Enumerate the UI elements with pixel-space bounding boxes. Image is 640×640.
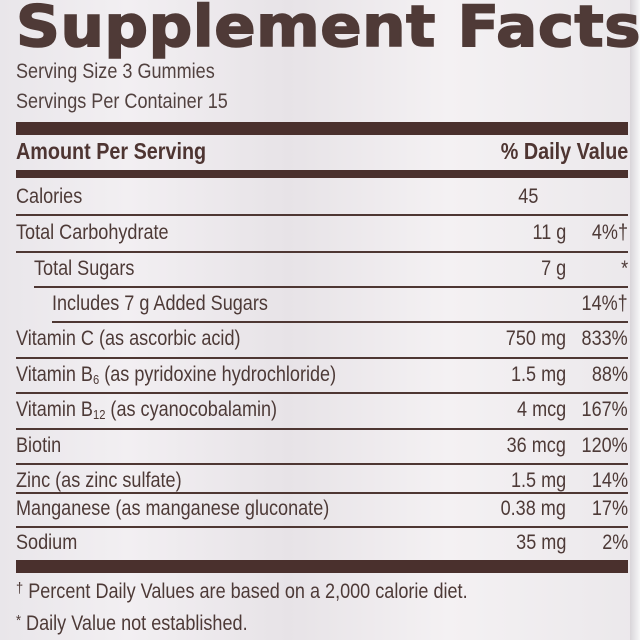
nutrient-row-vitamin-c: Vitamin C (as ascorbic acid) 750 mg 833%: [16, 322, 628, 356]
nutrient-amount: 11 g: [532, 221, 566, 244]
nutrient-name: Zinc (as zinc sulfate): [16, 469, 182, 492]
nutrient-dv: 14%†: [581, 292, 628, 315]
servings-per-container: Servings Per Container 15: [16, 90, 228, 113]
nutrient-amount: 1.5 mg: [510, 469, 566, 492]
nutrient-dv: 88%: [591, 363, 628, 386]
nutrient-amount: 35 mg: [515, 531, 566, 554]
row-divider: [16, 357, 628, 359]
nutrient-name: Vitamin B12 (as cyanocobalamin): [16, 398, 278, 422]
nutrient-name: Total Carbohydrate: [16, 221, 169, 244]
row-divider: [52, 321, 628, 323]
row-divider: [16, 392, 628, 394]
nutrient-amount: 1.5 mg: [510, 363, 566, 386]
nutrient-row-zinc: Zinc (as zinc sulfate) 1.5 mg 14%: [16, 464, 628, 498]
nutrient-amount: 36 mcg: [506, 434, 566, 457]
row-divider: [16, 463, 628, 465]
footnote-dagger: † Percent Daily Values are based on a 2,…: [16, 580, 468, 604]
nutrient-amount: 0.38 mg: [500, 497, 566, 520]
nutrient-amount: 7 g: [540, 257, 566, 280]
row-divider: [16, 214, 628, 216]
nutrient-row-manganese: Manganese (as manganese gluconate) 0.38 …: [16, 492, 628, 526]
nutrient-row-vitamin-b12: Vitamin B12 (as cyanocobalamin) 4 mcg 16…: [16, 393, 628, 427]
footnote-star-text: Daily Value not established.: [26, 612, 248, 635]
nutrient-name: Includes 7 g Added Sugars: [52, 292, 268, 315]
nutrient-row-total-carbohydrate: Total Carbohydrate 11 g 4%†: [16, 216, 628, 250]
nutrient-dv: 120%: [581, 434, 628, 457]
nutrient-name: Calories: [16, 185, 83, 208]
header-amount-per-serving: Amount Per Serving: [16, 138, 207, 164]
footnote-dagger-text: Percent Daily Values are based on a 2,00…: [28, 580, 468, 603]
star-mark: *: [16, 612, 22, 629]
serving-size: Serving Size 3 Gummies: [16, 60, 215, 83]
nutrient-name: Vitamin C (as ascorbic acid): [16, 327, 241, 350]
nutrient-name: Vitamin B6 (as pyridoxine hydrochloride): [16, 363, 337, 387]
nutrient-row-biotin: Biotin 36 mcg 120%: [16, 429, 628, 463]
row-divider: [16, 526, 628, 528]
nutrient-row-total-sugars: Total Sugars 7 g *: [16, 252, 628, 286]
row-divider: [16, 251, 628, 253]
nutrient-name: Biotin: [16, 434, 62, 457]
nutrient-dv: 167%: [581, 398, 628, 421]
nutrient-row-vitamin-b6: Vitamin B6 (as pyridoxine hydrochloride)…: [16, 358, 628, 392]
row-divider: [34, 286, 628, 288]
panel-title: Supplement Facts: [15, 0, 640, 61]
nutrient-dv: 833%: [581, 327, 628, 350]
dagger-mark: †: [16, 580, 24, 597]
nutrient-amount: 45: [517, 185, 538, 208]
nutrient-dv: 14%: [591, 469, 628, 492]
supplement-facts-panel: Supplement Facts Serving Size 3 Gummies …: [14, 0, 640, 640]
nutrient-dv: 4%†: [591, 221, 628, 244]
nutrient-name: Manganese (as manganese gluconate): [16, 497, 330, 520]
row-divider: [16, 492, 628, 494]
nutrient-row-added-sugars: Includes 7 g Added Sugars 14%†: [16, 287, 628, 321]
nutrient-dv: *: [620, 257, 628, 280]
divider-header: [16, 170, 628, 178]
nutrient-name: Total Sugars: [34, 257, 135, 280]
divider-thick-top: [16, 122, 628, 135]
nutrient-amount: 4 mcg: [516, 398, 566, 421]
nutrient-row-calories: Calories 45: [16, 180, 628, 214]
nutrient-dv: 17%: [591, 497, 628, 520]
nutrient-row-sodium: Sodium 35 mg 2%: [16, 526, 628, 560]
footnote-star: * Daily Value not established.: [16, 612, 248, 636]
divider-thick-bottom: [16, 560, 628, 573]
header-daily-value: % Daily Value: [500, 138, 628, 164]
nutrient-name: Sodium: [16, 531, 78, 554]
label-edge: [630, 0, 640, 640]
nutrient-dv: 2%: [601, 531, 628, 554]
row-divider: [16, 428, 628, 430]
nutrient-amount: 750 mg: [505, 327, 566, 350]
